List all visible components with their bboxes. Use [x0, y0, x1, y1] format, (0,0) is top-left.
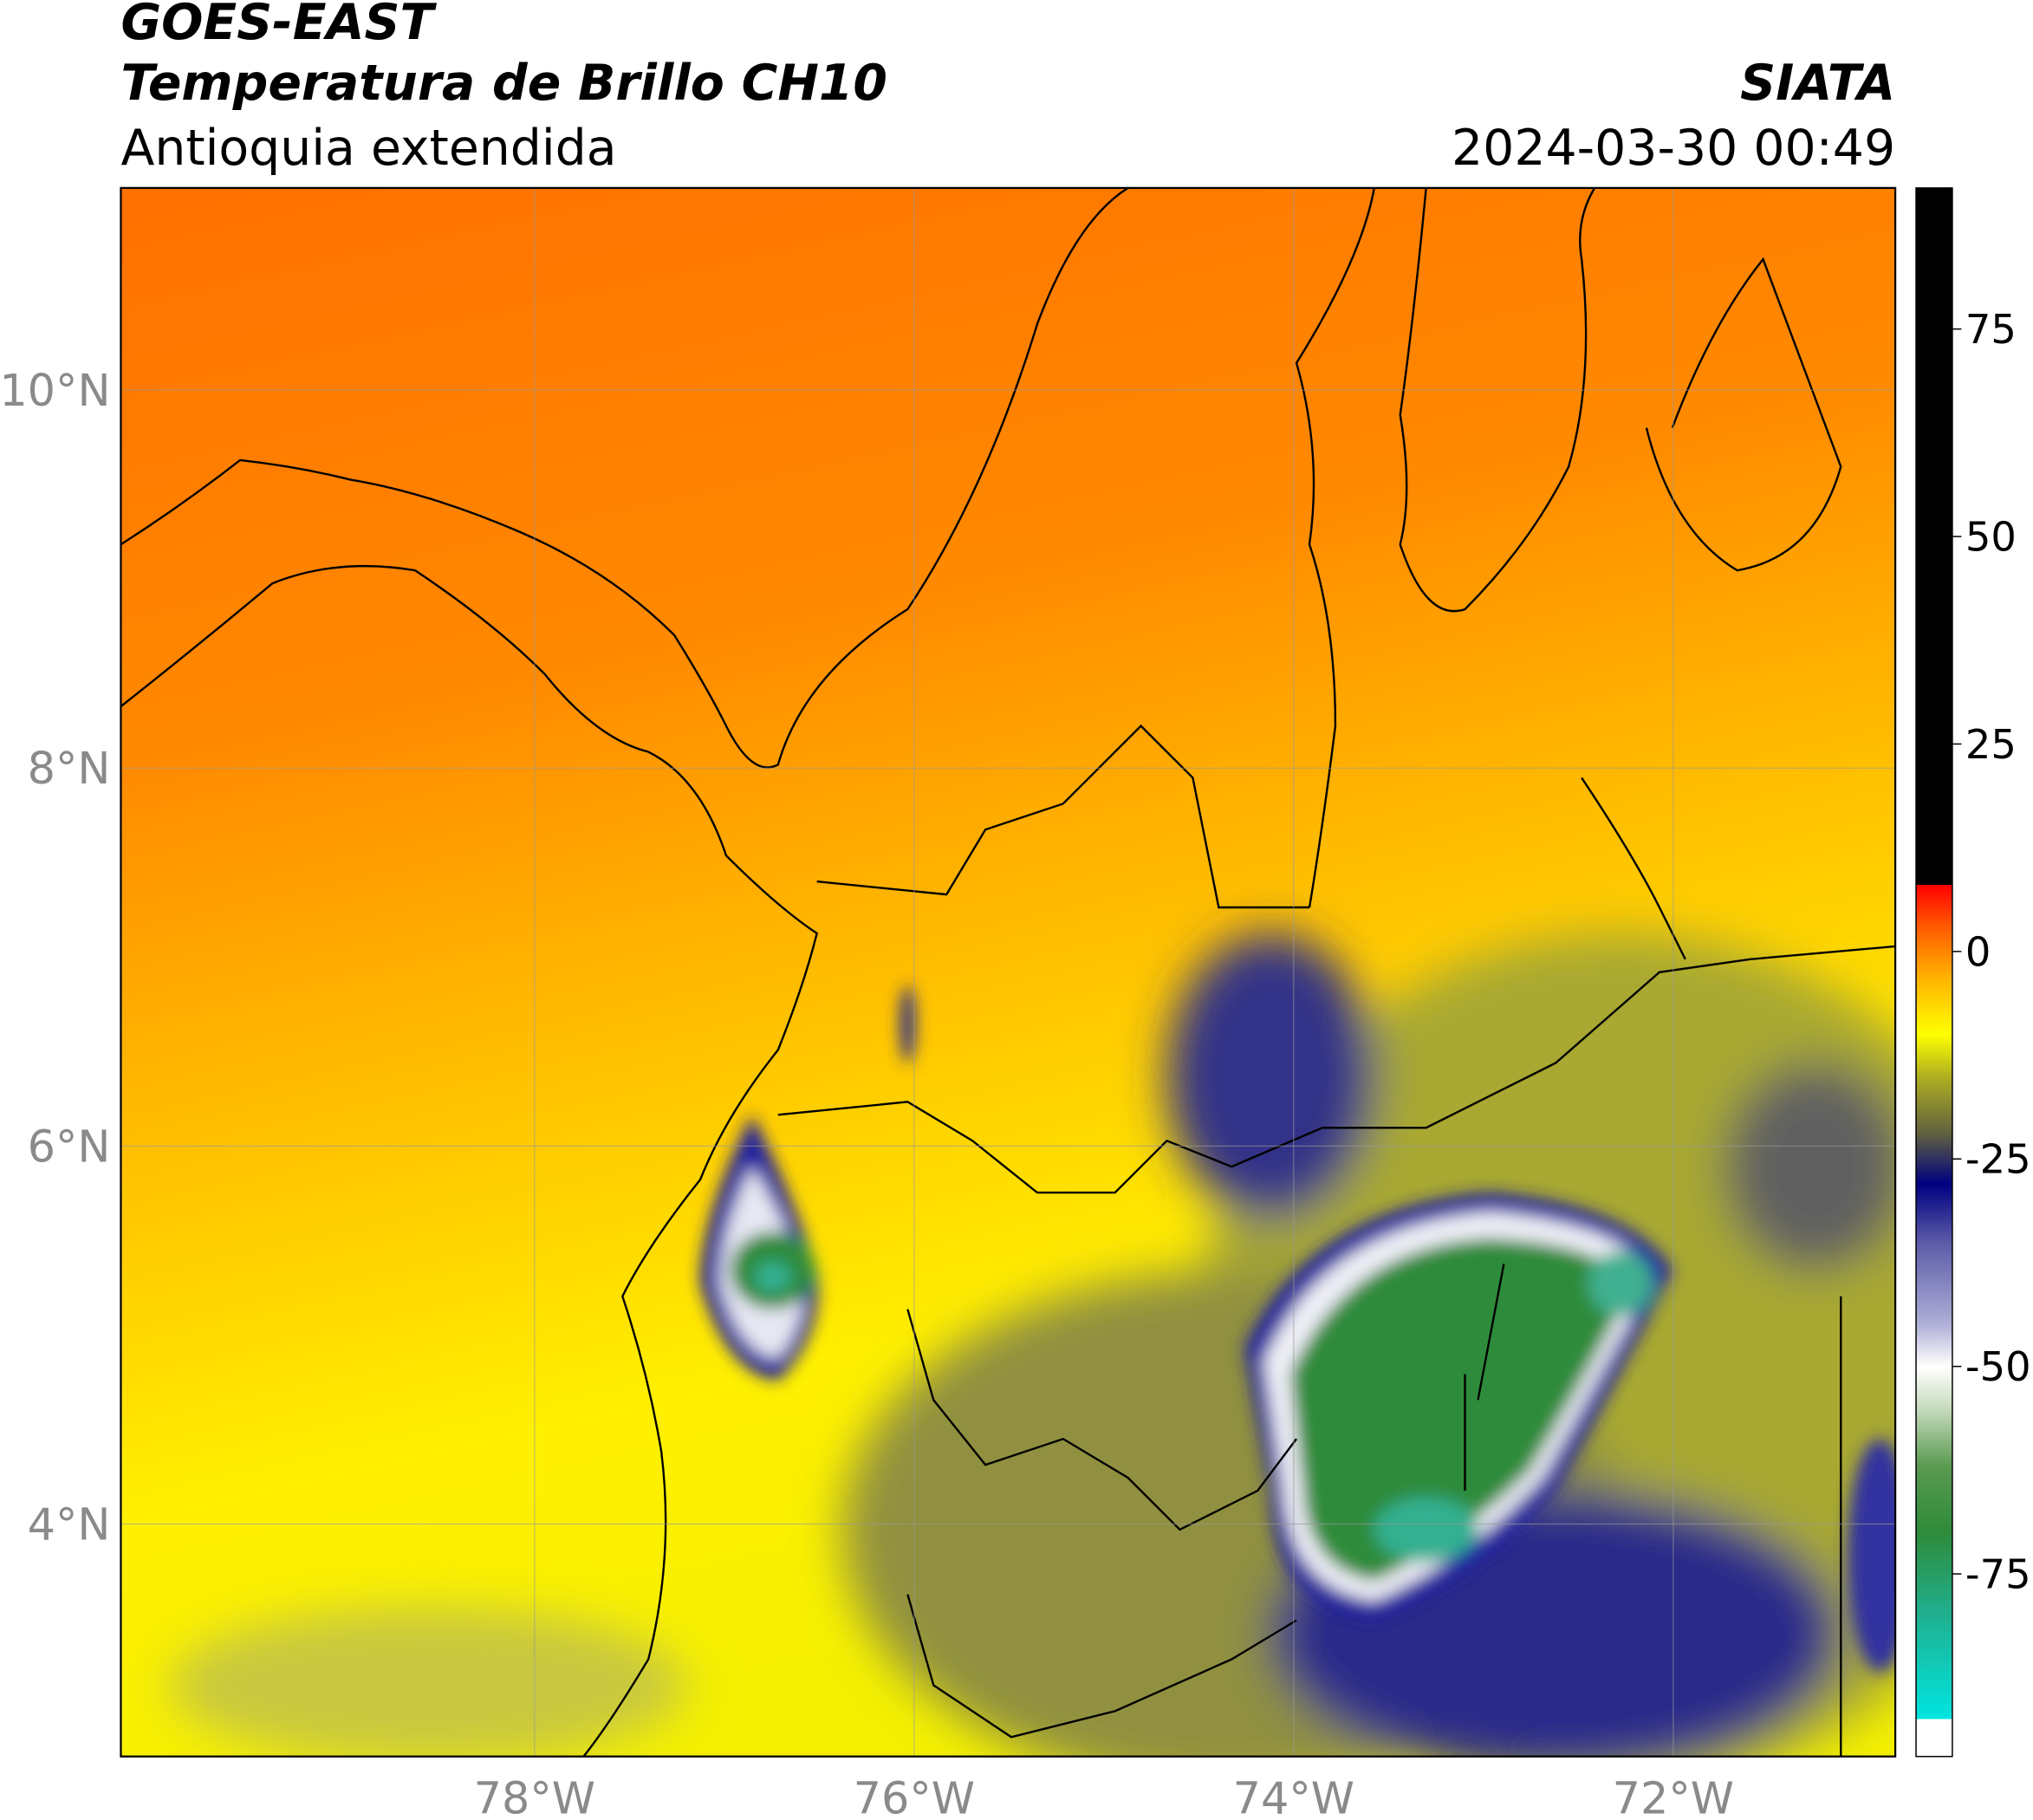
y-tick-label: 4°N — [28, 1498, 111, 1550]
region: Antioquia extendida — [120, 120, 616, 177]
y-tick-label: 10°N — [0, 365, 110, 416]
subtitle: Temperatura de Brillo CH10 — [120, 55, 887, 112]
coastlines — [120, 187, 1896, 1757]
title: GOES-EAST — [120, 0, 437, 51]
y-tick-label: 6°N — [28, 1121, 111, 1172]
satellite-image — [120, 187, 1896, 1757]
colorbar-tick-label: 25 — [1965, 721, 2017, 768]
map-frame — [120, 186, 1897, 1758]
source: SIATA — [1740, 55, 1895, 112]
timestamp: 2024-03-30 00:49 — [1452, 120, 1895, 177]
colorbar-tick-label: 75 — [1965, 306, 2017, 353]
x-tick-label: 72°W — [1613, 1773, 1734, 1820]
y-tick-label: 8°N — [28, 743, 111, 794]
colorbar — [1915, 187, 1953, 1758]
colorbar-tick-label: -50 — [1965, 1343, 2031, 1390]
colorbar-tick-label: -75 — [1965, 1550, 2031, 1597]
colorbar-tick-label: -25 — [1965, 1136, 2031, 1183]
colorbar-tick-label: 0 — [1965, 928, 1991, 975]
x-tick-label: 78°W — [474, 1773, 595, 1820]
x-tick-label: 76°W — [854, 1773, 975, 1820]
x-tick-label: 74°W — [1233, 1773, 1354, 1820]
colorbar-tick-label: 50 — [1965, 514, 2017, 561]
